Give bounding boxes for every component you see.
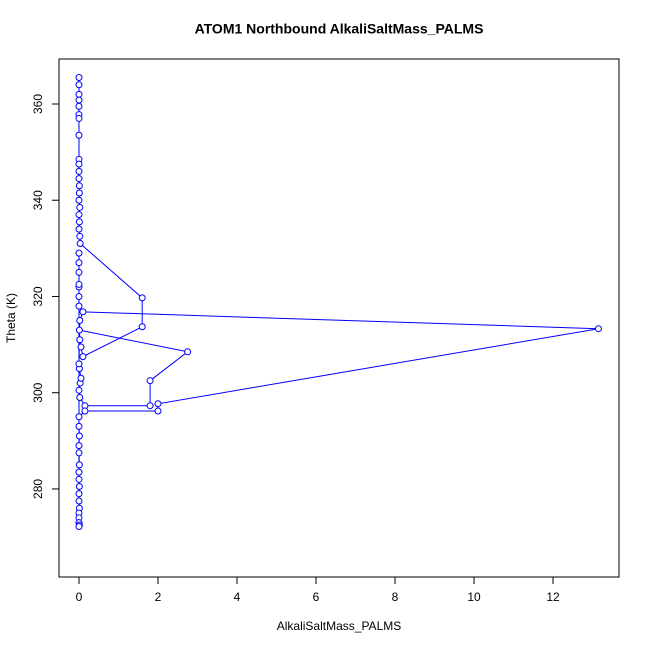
y-tick-label: 340 (31, 190, 45, 210)
data-point (75, 497, 83, 505)
x-tick-label: 12 (546, 590, 560, 604)
y-tick-label: 360 (31, 94, 45, 114)
data-point (76, 203, 84, 211)
data-point (75, 102, 83, 110)
chart-title: ATOM1 Northbound AlkaliSaltMass_PALMS (195, 21, 484, 37)
data-point (77, 374, 85, 382)
data-point (75, 292, 83, 300)
x-tick-label: 0 (76, 590, 83, 604)
data-point (75, 96, 83, 104)
data-point (75, 326, 83, 334)
y-tick-label: 300 (31, 382, 45, 402)
data-point (75, 461, 83, 469)
y-tick-label: 320 (31, 286, 45, 306)
data-point (146, 377, 154, 385)
y-axis-label: Theta (K) (4, 293, 18, 343)
data-point (75, 182, 83, 190)
data-point (75, 114, 83, 122)
data-point (76, 336, 84, 344)
data-point (81, 407, 89, 415)
data-point (75, 268, 83, 276)
data-point (75, 280, 83, 288)
x-tick-label: 10 (467, 590, 481, 604)
data-point (75, 302, 83, 310)
data-point (76, 240, 84, 248)
data-point (75, 249, 83, 257)
x-tick-label: 6 (313, 590, 320, 604)
data-point (75, 90, 83, 98)
data-point (75, 81, 83, 89)
data-point (75, 189, 83, 197)
data-point (154, 400, 162, 408)
data-point (75, 413, 83, 421)
y-tick-label: 280 (31, 479, 45, 499)
data-point (138, 323, 146, 331)
x-tick-label: 8 (392, 590, 399, 604)
data-point (75, 211, 83, 219)
data-point (184, 348, 192, 356)
data-point (75, 160, 83, 168)
data-point (75, 218, 83, 226)
data-point (79, 308, 87, 316)
data-point (75, 175, 83, 183)
data-point (75, 386, 83, 394)
data-point (76, 317, 84, 325)
data-point (75, 422, 83, 430)
data-point (75, 475, 83, 483)
data-point (138, 294, 146, 302)
data-point (75, 468, 83, 476)
data-point (75, 131, 83, 139)
data-point (75, 442, 83, 450)
data-point (77, 343, 85, 351)
data-point (75, 259, 83, 267)
x-tick-label: 4 (234, 590, 241, 604)
data-point (75, 74, 83, 82)
data-point (79, 353, 87, 361)
data-point (76, 394, 84, 402)
data-point (76, 232, 84, 240)
data-point (75, 449, 83, 457)
data-point (75, 167, 83, 175)
data-point (75, 196, 83, 204)
data-point (75, 225, 83, 233)
data-point (154, 407, 162, 415)
data-point (75, 490, 83, 498)
data-point (594, 325, 602, 333)
data-point (75, 483, 83, 491)
x-axis-label: AlkaliSaltMass_PALMS (277, 619, 402, 633)
x-tick-label: 2 (155, 590, 162, 604)
data-point (146, 402, 154, 410)
data-point (75, 432, 83, 440)
data-point (75, 522, 83, 530)
data-point (75, 360, 83, 368)
